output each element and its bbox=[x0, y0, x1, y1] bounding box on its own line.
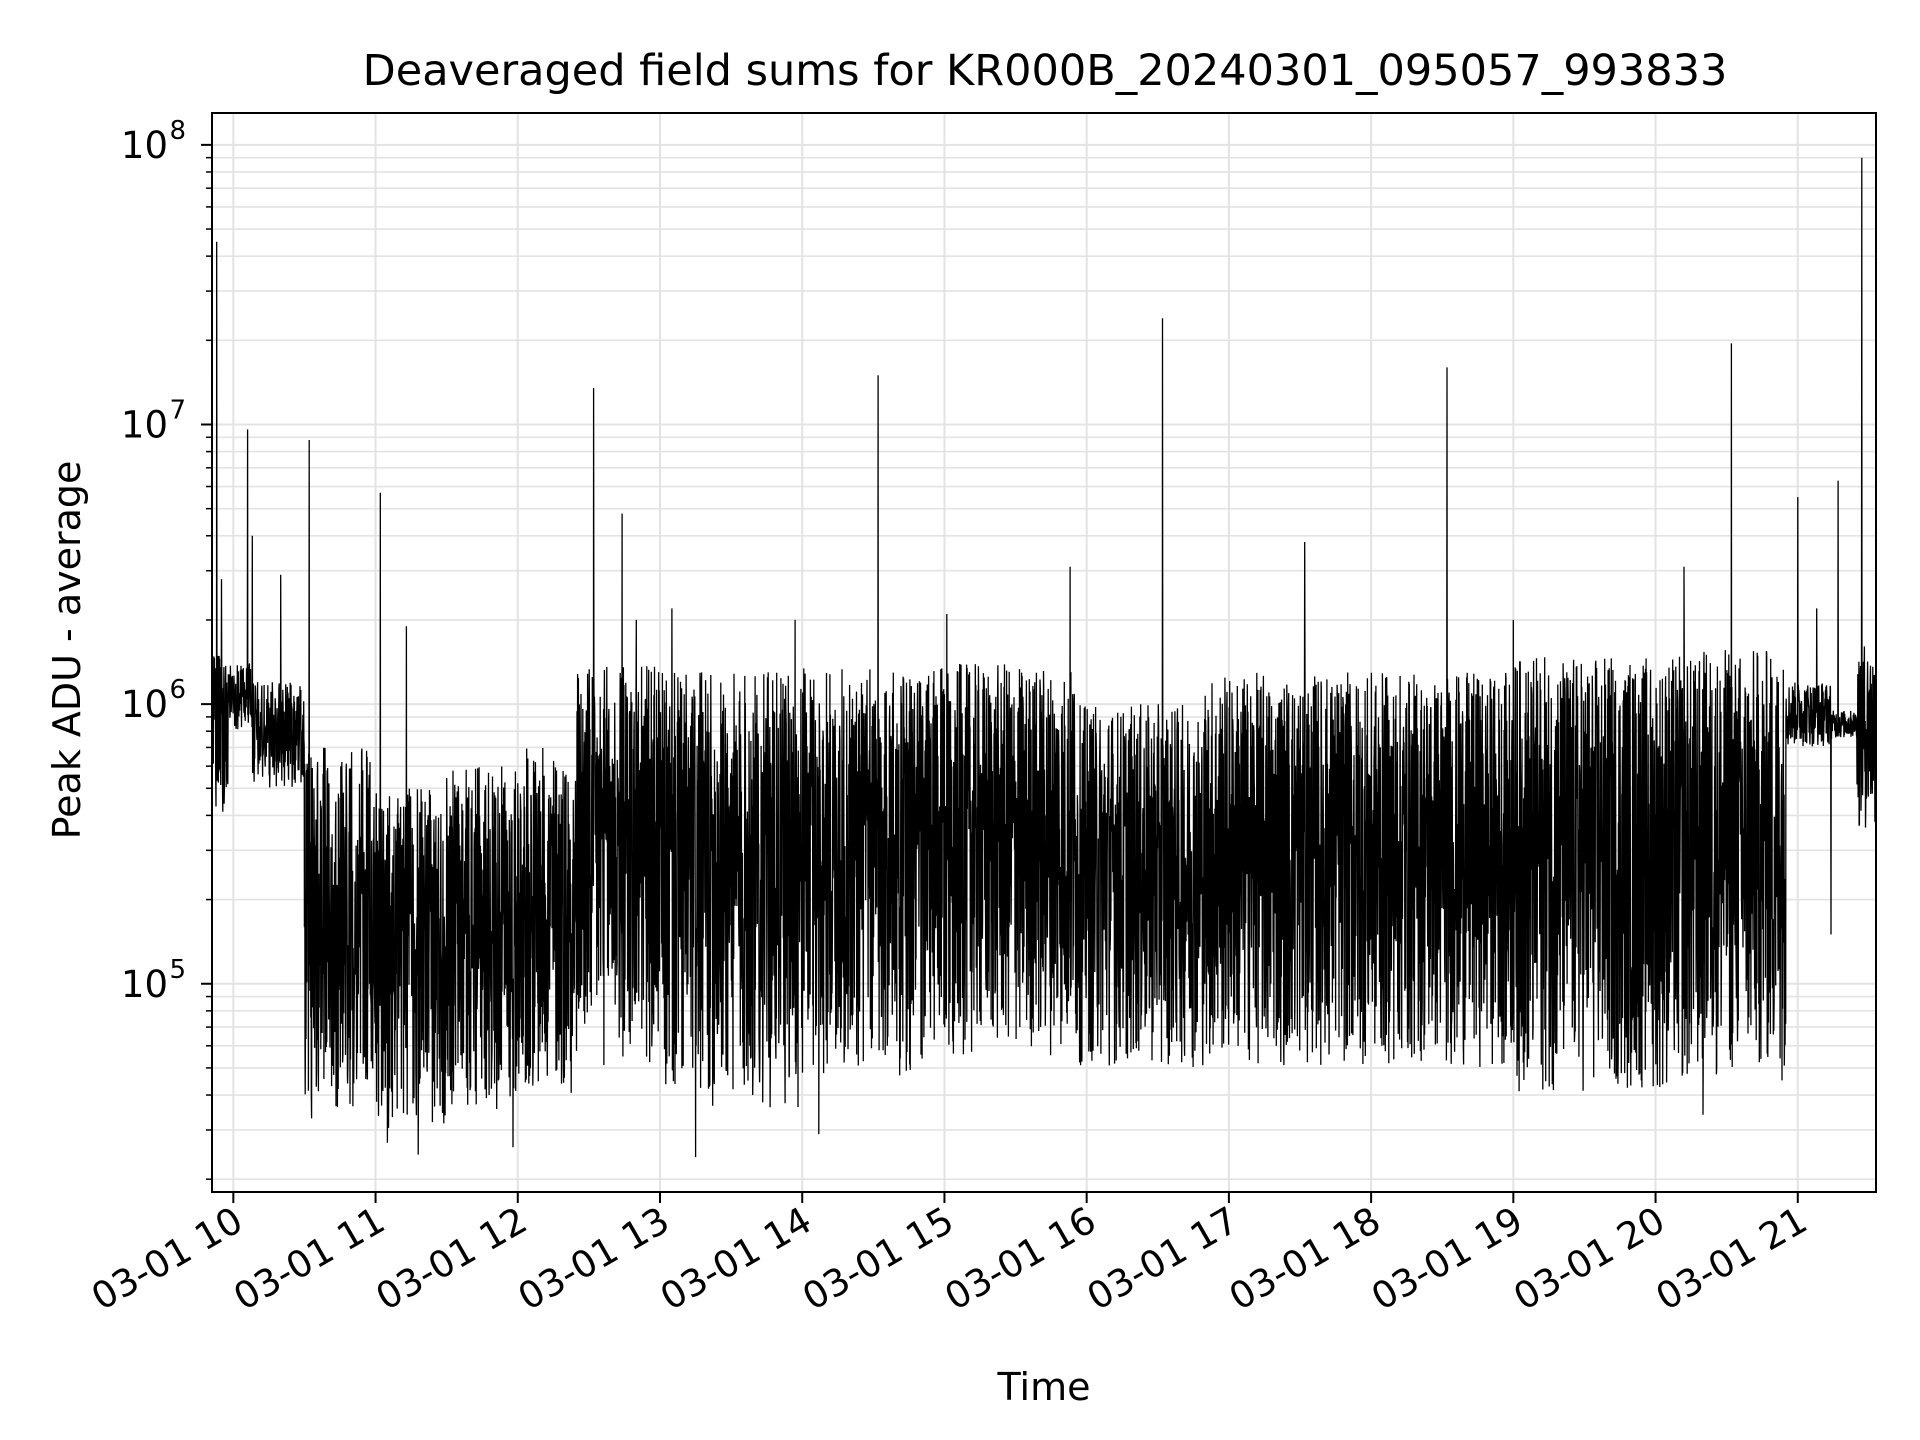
y-axis-label: Peak ADU - average bbox=[45, 461, 89, 840]
y-tick-label: 10 bbox=[121, 963, 168, 1006]
series-line bbox=[212, 157, 1876, 1158]
y-tick-label: 10 bbox=[121, 124, 168, 167]
x-axis-label: Time bbox=[997, 1365, 1091, 1409]
y-tick-exponent: 5 bbox=[169, 955, 186, 985]
series-group bbox=[212, 157, 1876, 1158]
y-tick-label: 10 bbox=[121, 403, 168, 446]
y-tick-exponent: 6 bbox=[169, 675, 186, 705]
plot-frame bbox=[211, 112, 1877, 1193]
y-tick-exponent: 8 bbox=[169, 116, 186, 146]
chart-title: Deaveraged field sums for KR000B_2024030… bbox=[363, 46, 1728, 96]
y-tick-label: 10 bbox=[121, 683, 168, 726]
y-tick-exponent: 7 bbox=[169, 395, 186, 425]
